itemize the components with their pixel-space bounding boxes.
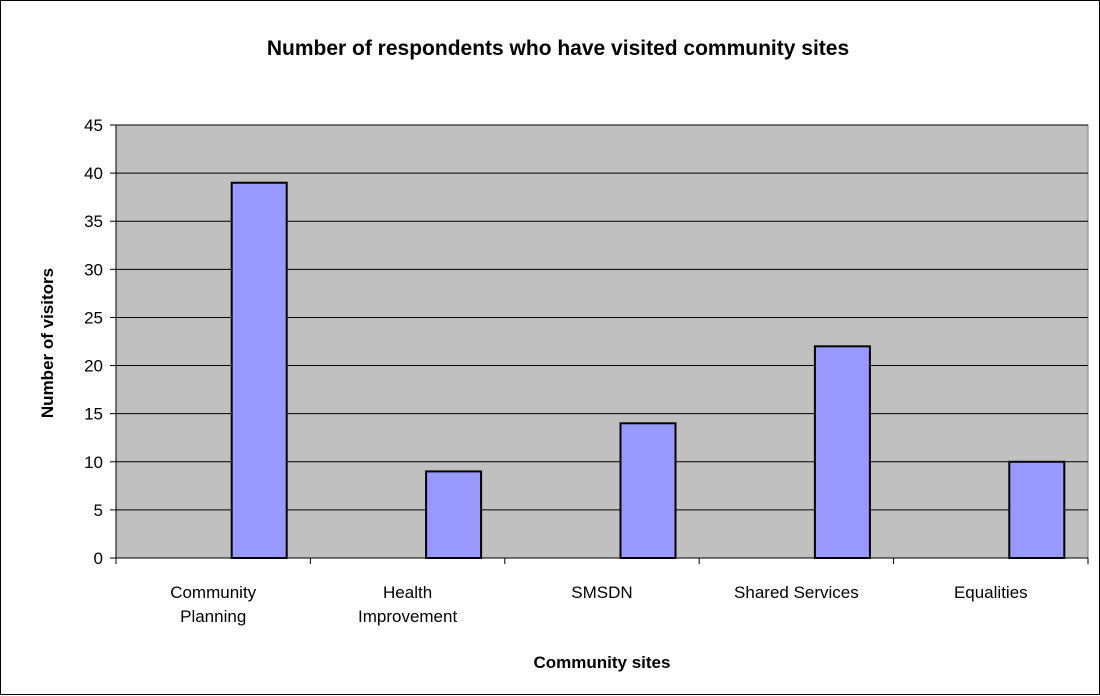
x-tick-label: Shared Services bbox=[734, 583, 859, 602]
y-tick-label: 5 bbox=[94, 501, 103, 520]
x-tick-labels: Community Planning Health Improvement SMSDN S… bbox=[170, 583, 1027, 626]
y-tick-labels: 0 5 10 15 20 25 30 35 40 45 bbox=[84, 116, 103, 568]
y-tick-label: 35 bbox=[84, 212, 103, 231]
y-tick-label: 25 bbox=[84, 308, 103, 327]
y-tick-label: 0 bbox=[94, 549, 103, 568]
y-axis-title: Number of visitors bbox=[38, 268, 57, 418]
x-tick-label: Equalities bbox=[954, 583, 1028, 602]
bar bbox=[1008, 460, 1066, 559]
x-axis-title: Community sites bbox=[534, 653, 671, 672]
bar bbox=[619, 422, 677, 559]
x-tick-label: Community Planning bbox=[170, 583, 256, 626]
x-tick-label: Health Improvement bbox=[358, 583, 457, 626]
chart-title: Number of respondents who have visited c… bbox=[267, 37, 849, 60]
bar bbox=[230, 181, 288, 559]
y-tick-label: 45 bbox=[84, 116, 103, 135]
bar bbox=[425, 470, 483, 559]
y-tick-label: 15 bbox=[84, 405, 103, 424]
bar bbox=[813, 345, 871, 559]
x-tick-label: SMSDN bbox=[571, 583, 632, 602]
y-tick-label: 40 bbox=[84, 164, 103, 183]
axes bbox=[110, 124, 1089, 564]
y-tick-label: 10 bbox=[84, 453, 103, 472]
y-tick-label: 20 bbox=[84, 357, 103, 376]
y-tick-label: 30 bbox=[84, 260, 103, 279]
